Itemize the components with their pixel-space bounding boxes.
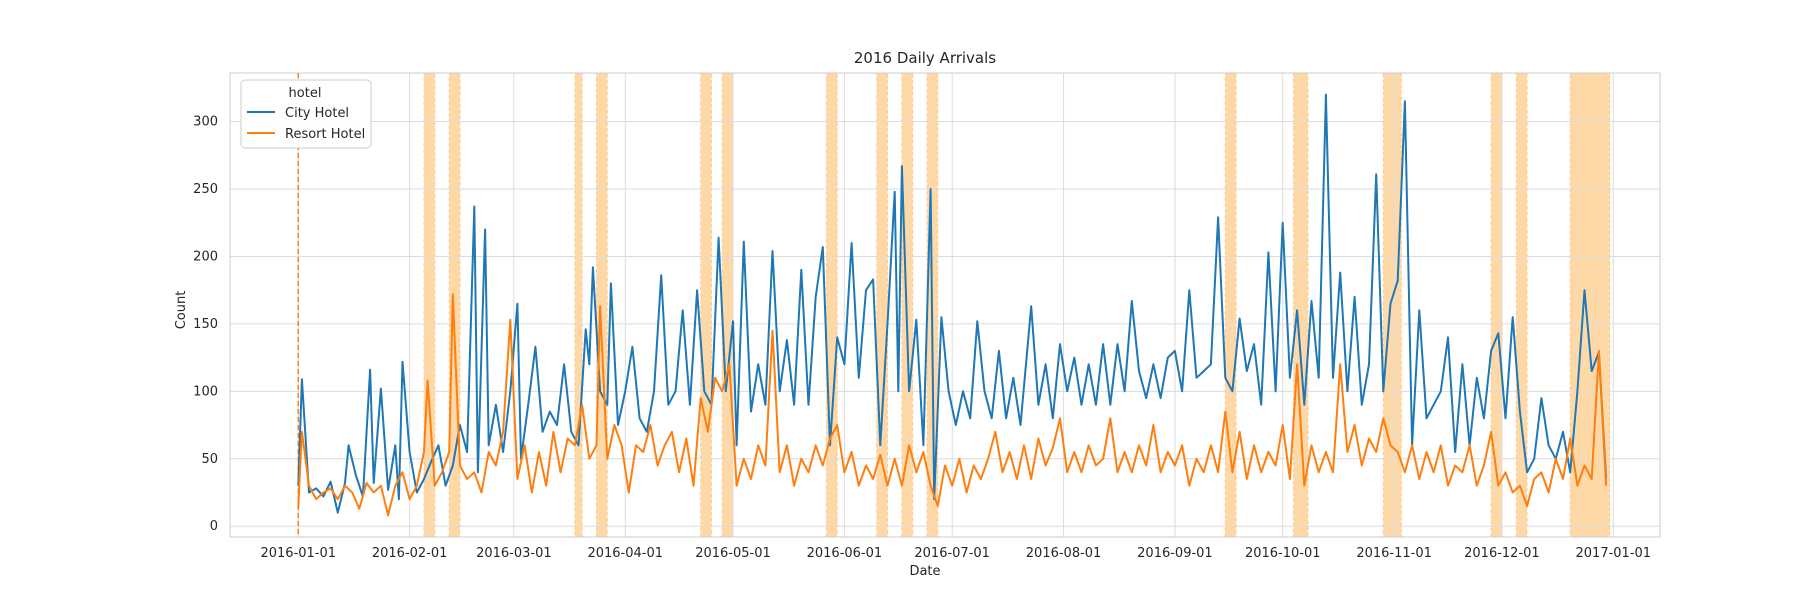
y-axis-label: Count bbox=[174, 291, 189, 330]
x-tick-label-9: 2016-10-01 bbox=[1245, 546, 1321, 561]
shaded-period-4 bbox=[700, 72, 712, 538]
x-tick-labels: 2016-01-01 2016-02-01 2016-03-01 2016-04-01… bbox=[260, 546, 1651, 561]
series-lines bbox=[297, 93, 1608, 517]
x-tick-label-0: 2016-01-01 bbox=[260, 546, 336, 561]
shaded-period-2 bbox=[574, 72, 583, 538]
y-tick-labels: 0 50 100 150 200 250 300 bbox=[193, 115, 218, 535]
x-tick-label-1: 2016-02-01 bbox=[372, 546, 448, 561]
shaded-period-7 bbox=[876, 72, 889, 538]
x-tick-label-11: 2016-12-01 bbox=[1464, 546, 1540, 561]
y-tick-label-1: 50 bbox=[201, 452, 218, 467]
x-tick-label-3: 2016-04-01 bbox=[587, 546, 663, 561]
x-tick-label-6: 2016-07-01 bbox=[914, 546, 990, 561]
shaded-period-5 bbox=[721, 72, 734, 538]
legend-box bbox=[240, 79, 372, 149]
x-tick-label-4: 2016-05-01 bbox=[695, 546, 771, 561]
legend: hotel City Hotel Resort Hotel bbox=[240, 79, 372, 149]
x-tick-label-2: 2016-03-01 bbox=[476, 546, 552, 561]
y-tick-label-5: 250 bbox=[193, 182, 218, 197]
x-tick-label-12: 2017-01-01 bbox=[1576, 546, 1652, 561]
plot-frame bbox=[229, 72, 1661, 538]
y-tick-label-6: 300 bbox=[193, 115, 218, 130]
shaded-period-15 bbox=[1569, 72, 1611, 538]
x-tick-label-8: 2016-09-01 bbox=[1137, 546, 1213, 561]
x-axis-label: Date bbox=[909, 564, 940, 579]
series-line-resort-hotel bbox=[297, 293, 1608, 517]
shaded-period-10 bbox=[1224, 72, 1237, 538]
x-tick-label-7: 2016-08-01 bbox=[1026, 546, 1102, 561]
shaded-period-12 bbox=[1382, 72, 1402, 538]
shaded-period-11 bbox=[1293, 72, 1309, 538]
x-tick-label-10: 2016-11-01 bbox=[1356, 546, 1432, 561]
grid-lines bbox=[230, 73, 1660, 537]
y-tick-label-3: 150 bbox=[193, 317, 218, 332]
shaded-period-6 bbox=[825, 72, 838, 538]
shaded-period-3 bbox=[595, 72, 608, 538]
shaded-period-14 bbox=[1515, 72, 1528, 538]
y-tick-label-0: 0 bbox=[210, 519, 218, 534]
y-tick-label-2: 100 bbox=[193, 384, 218, 399]
x-tick-label-5: 2016-06-01 bbox=[807, 546, 883, 561]
legend-label-resort-hotel: Resort Hotel bbox=[285, 127, 365, 142]
legend-title: hotel bbox=[289, 86, 322, 101]
legend-label-city-hotel: City Hotel bbox=[285, 106, 349, 121]
series-line-city-hotel bbox=[297, 93, 1608, 514]
shaded-period-1 bbox=[448, 72, 461, 538]
chart-title: 2016 Daily Arrivals bbox=[854, 49, 996, 67]
y-tick-label-4: 200 bbox=[193, 249, 218, 264]
